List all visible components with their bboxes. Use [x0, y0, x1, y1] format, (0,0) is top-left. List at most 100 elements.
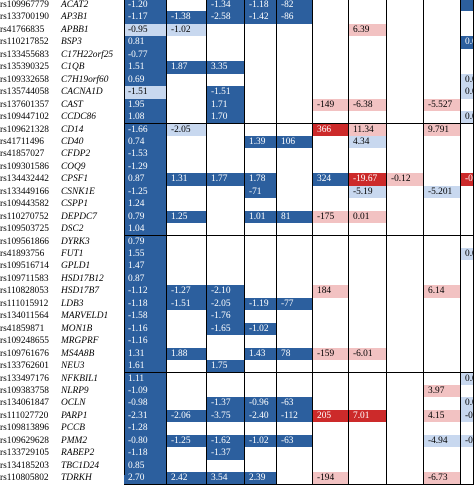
value-cell	[349, 148, 387, 162]
value-cell: 106	[277, 135, 313, 150]
value-cell	[167, 73, 207, 88]
gene-name: MARVELD1	[61, 311, 109, 322]
value-cell	[313, 11, 349, 25]
value-cell	[424, 86, 461, 100]
value-cell	[313, 360, 349, 374]
snp-id: rs111015912	[0, 298, 49, 309]
value-cell	[349, 111, 387, 125]
value-cell	[313, 61, 349, 75]
value-cell	[461, 360, 474, 374]
gene-name: APBB1	[61, 24, 89, 35]
value-cell: -1.62	[207, 434, 245, 449]
value-cell: -5.19	[349, 185, 387, 200]
value-cell: -1.16	[124, 322, 167, 337]
value-cell: -6.38	[349, 98, 387, 112]
snp-id: rs109516714	[0, 261, 49, 272]
value-cell: -1.76	[207, 310, 245, 324]
value-cell: 2.42	[167, 472, 207, 486]
value-cell: 1.04	[124, 223, 167, 237]
value-cell: -1.02	[245, 434, 277, 449]
gene-name: PCCB	[61, 423, 85, 434]
value-cell: 1.75	[207, 360, 245, 374]
value-cell: 0.74	[124, 135, 167, 150]
value-cell	[313, 198, 349, 212]
snp-id: rs133762601	[0, 361, 49, 372]
value-cell	[313, 384, 349, 399]
gene-name: CD14	[61, 124, 84, 135]
value-cell	[349, 434, 387, 449]
snp-id: rs134185203	[0, 460, 49, 471]
value-cell	[387, 23, 424, 38]
value-cell	[387, 48, 424, 63]
value-cell	[277, 23, 313, 38]
value-cell	[349, 360, 387, 374]
value-cell	[313, 86, 349, 100]
value-cell	[167, 384, 207, 399]
value-cell	[245, 160, 277, 175]
value-cell	[387, 160, 424, 175]
gene-name: FUT1	[61, 249, 84, 259]
value-cell: 11.34	[349, 123, 387, 137]
value-cell	[245, 447, 277, 461]
value-cell	[313, 372, 349, 386]
value-cell	[349, 447, 387, 461]
value-cell: 0.79	[124, 235, 167, 249]
gene-name: C1QB	[61, 62, 85, 73]
value-cell: 0.79	[124, 210, 167, 225]
value-cell	[167, 260, 207, 274]
table-row: rs134185203 TBC1D24 0.85	[0, 459, 474, 474]
value-cell: -159	[313, 347, 349, 361]
value-cell	[349, 48, 387, 63]
value-cell: 0.02	[461, 36, 474, 50]
gene-name: HSD17B7	[61, 286, 100, 297]
table-row: rs41893756 FUT1 1.55 0.01	[0, 248, 474, 262]
value-cell	[424, 360, 461, 374]
value-cell	[245, 272, 277, 287]
value-cell	[387, 98, 424, 112]
value-cell	[207, 36, 245, 50]
value-cell	[207, 135, 245, 150]
value-cell	[313, 397, 349, 411]
value-cell: 0.02	[461, 86, 474, 100]
value-cell: 1.55	[124, 248, 167, 262]
value-cell: 7.01	[349, 409, 387, 424]
value-cell	[167, 223, 207, 237]
value-cell	[424, 198, 461, 212]
value-cell	[349, 310, 387, 324]
table-row: rs137601357 CAST 1.95 1.71 -149 -6.38 -5.527	[0, 98, 474, 112]
value-cell	[387, 360, 424, 374]
value-cell	[277, 36, 313, 50]
value-cell	[349, 160, 387, 175]
value-cell: -1.12	[124, 285, 167, 299]
value-cell: -0.01	[461, 434, 474, 449]
value-cell	[313, 48, 349, 63]
value-cell: 9.791	[424, 123, 461, 137]
value-cell	[245, 422, 277, 436]
value-cell	[277, 123, 313, 137]
value-cell	[387, 11, 424, 25]
value-cell: 0.01	[461, 248, 474, 262]
value-cell	[167, 459, 207, 474]
value-cell	[313, 447, 349, 461]
value-cell: 1.78	[245, 173, 277, 187]
snp-id: rs109248655	[0, 336, 49, 347]
value-cell	[207, 422, 245, 436]
value-cell: -4.94	[424, 434, 461, 449]
value-cell	[313, 135, 349, 150]
gene-name: TBC1D24	[61, 460, 100, 471]
table-row: rs134011564 MARVELD1 -1.58 -1.76	[0, 310, 474, 324]
value-cell	[387, 111, 424, 125]
value-cell	[245, 360, 277, 374]
value-cell: 0.01	[461, 397, 474, 411]
value-cell	[461, 185, 474, 200]
gene-name: GPLD1	[61, 261, 91, 272]
gene-name: CCDC86	[61, 112, 96, 123]
value-cell	[277, 447, 313, 461]
value-cell	[167, 160, 207, 175]
value-cell	[387, 409, 424, 424]
value-cell	[387, 372, 424, 386]
value-cell	[207, 73, 245, 88]
value-cell	[349, 422, 387, 436]
value-cell	[387, 384, 424, 399]
gene-name: NEU3	[61, 361, 85, 372]
